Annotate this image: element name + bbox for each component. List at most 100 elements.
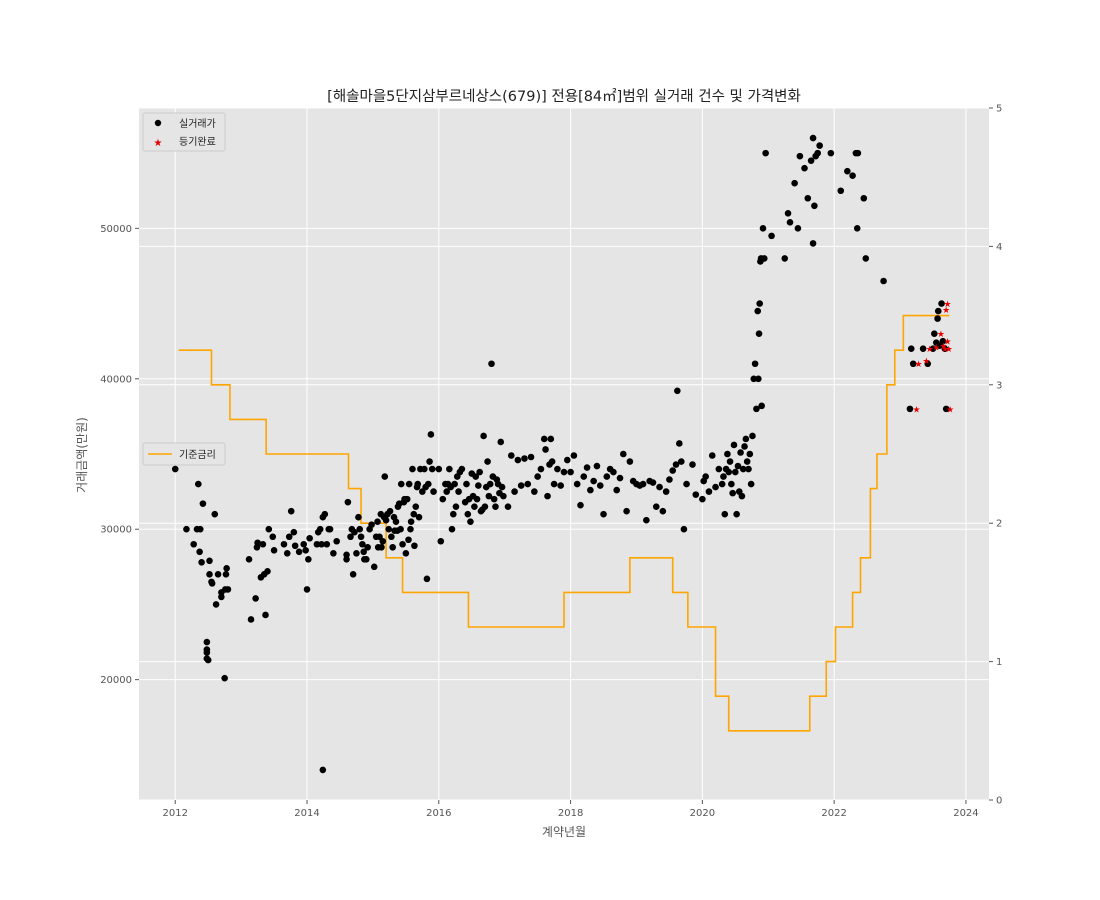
price-point [486,480,494,488]
price-point [318,540,325,548]
price-point [747,480,755,488]
price-point [699,495,706,503]
price-point [702,473,709,480]
price-point [560,468,568,476]
price-point [490,495,498,503]
price-point [437,537,445,545]
price-point [504,503,512,510]
price-point [221,674,228,682]
price-point [321,510,329,518]
price-point [590,477,597,485]
registered-star: ★ [945,345,953,355]
price-point [563,456,571,464]
price-point [411,542,418,550]
y-axis-label: 거래금액(만원) [75,417,89,493]
price-point [583,464,591,471]
price-point [473,495,481,503]
price-point [662,488,670,495]
price-point [573,480,581,488]
y-tick-label: 20000 [100,675,132,686]
price-point [376,533,383,541]
price-point [450,510,457,518]
legend-price-label: 실거래가 [179,118,216,130]
price-point [708,452,716,459]
price-point [724,450,731,458]
price-point [351,528,358,536]
price-point [844,167,851,175]
price-point [435,465,443,473]
price-point [287,507,295,515]
price-point [577,501,584,509]
price-point [206,557,213,565]
price-point [290,528,298,536]
price-point [405,480,413,488]
rate-series [178,314,950,732]
price-point [208,580,216,587]
price-point [550,480,558,488]
price-point [264,568,271,575]
price-point [721,510,729,518]
price-point [656,483,663,491]
price-point [484,458,491,465]
price-point [683,480,690,488]
price-point [452,503,460,510]
price-point [567,468,574,476]
price-point [639,480,647,488]
price-point [732,468,739,476]
price-point [781,255,789,262]
price-point [467,518,474,525]
price-point [542,446,549,453]
price-point [405,536,412,544]
price-point [737,449,744,456]
x-axis-label: 계약년월 [542,824,586,839]
price-point [316,525,324,533]
legend-mid-frame [142,442,226,466]
price-point [934,307,942,315]
price-point [428,465,436,473]
price-point [939,337,947,345]
price-point [613,486,621,494]
price-point [451,480,458,488]
price-point [942,405,950,413]
price-point [403,495,411,503]
price-point [426,458,433,465]
price-point [463,480,470,488]
price-point [524,480,532,488]
price-point [270,546,278,554]
price-point [791,179,798,187]
price-point [730,441,738,449]
price-point [750,375,758,383]
price-point [212,601,220,608]
price-point [754,307,762,315]
price-point [415,513,423,521]
legend-mid: 기준금리 [142,442,226,466]
price-point [853,225,861,232]
price-point [333,537,340,545]
price-point [941,345,949,352]
price-point [349,571,357,578]
price-point [753,405,760,413]
price-point [455,488,462,495]
price-point [359,540,366,548]
price-point [739,465,747,473]
price-point [801,164,808,172]
price-point [402,549,410,557]
price-point [269,533,277,541]
price-point [540,435,548,443]
price-point [862,255,870,262]
price-point [521,455,528,462]
price-point [909,360,917,368]
price-point [343,551,350,559]
price-point [580,473,588,480]
price-point [500,492,507,500]
price-point [183,525,190,533]
registered-star: ★ [946,405,954,415]
price-point [849,172,856,179]
price-point [659,507,667,515]
price-point [203,638,211,646]
price-point [439,495,447,503]
price-point [475,482,482,489]
y2-tick-label: 0 [996,796,1002,807]
price-point [492,503,499,510]
